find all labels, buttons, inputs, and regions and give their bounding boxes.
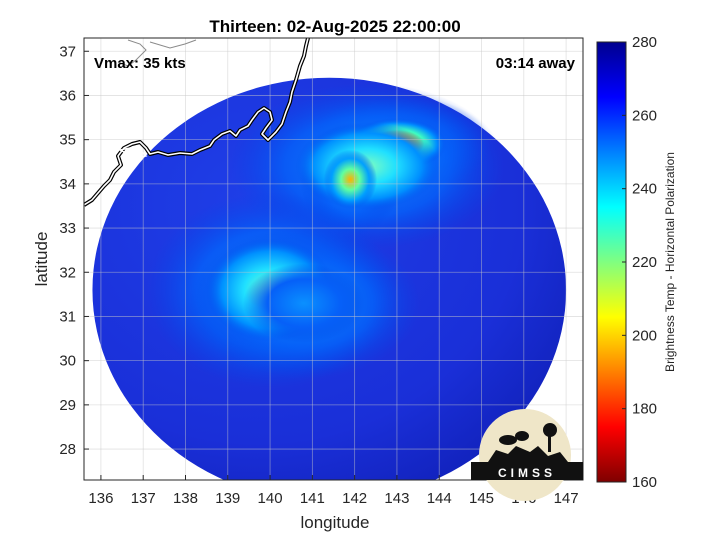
coastline (84, 38, 310, 207)
x-tick-label: 143 (384, 490, 409, 507)
colorbar-tick-label: 200 (632, 327, 657, 344)
y-tick-label: 29 (59, 397, 76, 414)
x-tick-label: 139 (215, 490, 240, 507)
y-tick-label: 33 (59, 220, 76, 237)
time-away-annotation: 03:14 away (496, 55, 576, 72)
x-tick-label: 145 (469, 490, 494, 507)
feature-cell-north-west (323, 149, 378, 210)
colorbar-tick-label: 220 (632, 254, 657, 271)
y-tick-label: 30 (59, 353, 76, 370)
y-tick-label: 28 (59, 441, 76, 458)
colorbar-tick-label: 280 (632, 34, 657, 51)
y-tick-label: 34 (59, 176, 76, 193)
colorbar-label: Brightness Temp - Horizontal Polarizatio… (663, 152, 677, 372)
colorbar-tick-label: 180 (632, 401, 657, 418)
colorbar-tick-label: 260 (632, 107, 657, 124)
colorbar-ticks: 160 180 200 220 240 260 280 (622, 34, 657, 491)
y-axis-label: latitude (32, 232, 51, 287)
chart-title: Thirteen: 02-Aug-2025 22:00:00 (209, 17, 460, 36)
x-tick-label: 141 (300, 490, 325, 507)
x-tick-label: 138 (173, 490, 198, 507)
x-tick-label: 144 (427, 490, 452, 507)
cimss-logo-text: CIMSS (498, 466, 556, 480)
x-tick-label: 142 (342, 490, 367, 507)
x-tick-label: 136 (88, 490, 113, 507)
x-tick-label: 137 (131, 490, 156, 507)
vmax-annotation: Vmax: 35 kts (94, 55, 186, 72)
swath-layer (92, 77, 567, 480)
x-axis-label: longitude (300, 513, 369, 532)
feature-band-south-east (243, 263, 365, 343)
y-tick-label: 37 (59, 43, 76, 60)
colorbar-tick-label: 240 (632, 181, 657, 198)
colorbar-gradient (596, 41, 627, 483)
colorbar-tick-label: 160 (632, 474, 657, 491)
y-tick-label: 36 (59, 87, 76, 104)
x-tick-label: 147 (554, 490, 579, 507)
x-tick-label: 140 (258, 490, 283, 507)
cimss-logo: CIMSS (471, 409, 583, 501)
axes-frame (83, 37, 584, 481)
y-tick-label: 31 (59, 308, 76, 325)
y-tick-label: 32 (59, 264, 76, 281)
colorbar: 160 180 200 220 240 260 280 Brightness Temp - … (596, 34, 677, 491)
y-tick-label: 35 (59, 132, 76, 149)
